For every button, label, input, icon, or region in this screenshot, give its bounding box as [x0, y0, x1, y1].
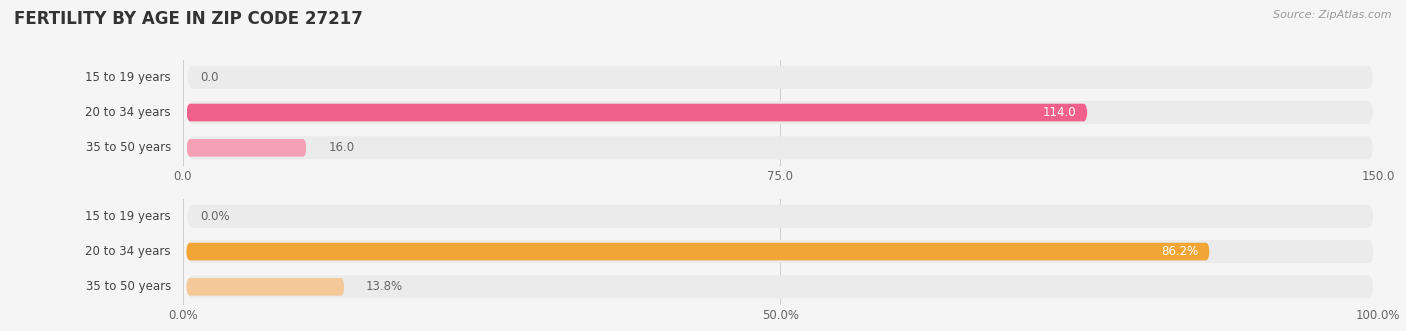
Text: 114.0: 114.0 — [1043, 106, 1077, 119]
Text: 13.8%: 13.8% — [366, 280, 402, 293]
Text: 20 to 34 years: 20 to 34 years — [86, 106, 172, 119]
FancyBboxPatch shape — [187, 243, 1209, 260]
Text: 0.0%: 0.0% — [201, 210, 231, 223]
Text: FERTILITY BY AGE IN ZIP CODE 27217: FERTILITY BY AGE IN ZIP CODE 27217 — [14, 10, 363, 28]
FancyBboxPatch shape — [187, 66, 1374, 89]
FancyBboxPatch shape — [187, 275, 1374, 298]
Text: 16.0: 16.0 — [328, 141, 354, 154]
Text: 0.0: 0.0 — [201, 71, 219, 84]
Text: 86.2%: 86.2% — [1161, 245, 1198, 258]
Text: 20 to 34 years: 20 to 34 years — [86, 245, 172, 258]
FancyBboxPatch shape — [187, 205, 1374, 228]
FancyBboxPatch shape — [187, 136, 1374, 159]
FancyBboxPatch shape — [187, 240, 1374, 263]
FancyBboxPatch shape — [187, 278, 344, 296]
Text: 35 to 50 years: 35 to 50 years — [86, 280, 172, 293]
FancyBboxPatch shape — [187, 104, 1087, 121]
Text: 15 to 19 years: 15 to 19 years — [86, 71, 172, 84]
Text: 35 to 50 years: 35 to 50 years — [86, 141, 172, 154]
Text: 15 to 19 years: 15 to 19 years — [86, 210, 172, 223]
FancyBboxPatch shape — [187, 101, 1374, 124]
Text: Source: ZipAtlas.com: Source: ZipAtlas.com — [1274, 10, 1392, 20]
FancyBboxPatch shape — [187, 139, 307, 157]
